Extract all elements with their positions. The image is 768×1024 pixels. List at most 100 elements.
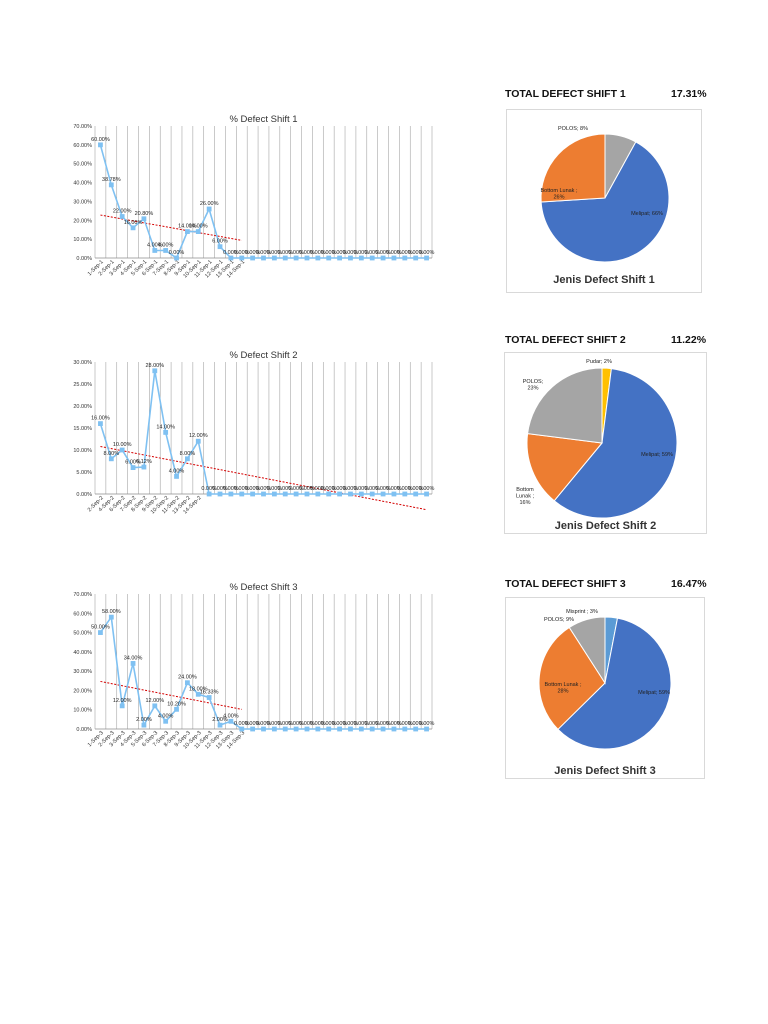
- data-point: [217, 722, 223, 728]
- data-label: 4.00%: [158, 242, 174, 248]
- data-point: [315, 255, 321, 261]
- y-tick-label: 20.00%: [73, 404, 92, 410]
- data-label: 0.00%: [419, 721, 435, 727]
- data-label: 0.00%: [310, 486, 326, 492]
- data-point: [358, 255, 364, 261]
- data-label: 0.00%: [288, 486, 304, 492]
- data-label: 0.00%: [223, 250, 239, 256]
- data-label: 22.00%: [113, 209, 132, 215]
- data-label: 0.00%: [354, 721, 370, 727]
- data-point: [358, 491, 364, 497]
- data-point: [130, 465, 136, 470]
- data-point: [174, 474, 179, 479]
- data-label: 6.00%: [125, 460, 141, 466]
- data-point: [304, 726, 310, 732]
- data-point: [413, 726, 419, 732]
- data-label: 0.00%: [321, 486, 337, 492]
- data-point: [195, 438, 201, 444]
- data-label: 0.00%: [299, 486, 315, 492]
- y-tick-label: 20.00%: [73, 688, 92, 694]
- data-label: 0.00%: [364, 250, 380, 256]
- data-point: [239, 491, 245, 497]
- data-label: 26.00%: [200, 201, 219, 207]
- total-defect-shift-1-label: TOTAL DEFECT SHIFT 1: [505, 88, 626, 100]
- chart-title: % Defect Shift 3: [229, 582, 297, 593]
- data-label: 12.00%: [145, 698, 164, 704]
- data-point: [163, 248, 169, 253]
- data-label: 0.00%: [245, 721, 261, 727]
- pie-label: Bottom Lunak ; 26%: [541, 188, 578, 201]
- data-label: 0.00%: [354, 486, 370, 492]
- data-label: 28.00%: [145, 363, 164, 369]
- data-label: 0.00%: [267, 486, 283, 492]
- data-point: [206, 206, 212, 212]
- data-point: [304, 255, 310, 261]
- pie-chart-shift-2: Pudar; 2% Melipat; 59% Bottom Lunak ; 16% POL…: [504, 352, 707, 534]
- data-label: 0.00%: [321, 721, 337, 727]
- data-point: [369, 255, 375, 261]
- data-point: [119, 214, 125, 219]
- data-point: [424, 255, 429, 261]
- data-point: [152, 703, 158, 709]
- data-label: 0.00%: [419, 250, 435, 256]
- data-label: 0.00%: [310, 250, 326, 256]
- data-label: 24.00%: [178, 675, 197, 681]
- data-point: [206, 695, 212, 700]
- y-tick-label: 10.00%: [73, 448, 92, 454]
- data-label: 0.00%: [364, 486, 380, 492]
- data-point: [217, 491, 223, 497]
- line-chart-shift-2-svg: % Defect Shift 2 0.00% 5.00% 10.00% 15.00% 20…: [73, 350, 434, 515]
- data-label: 14.00%: [156, 424, 175, 430]
- pie-label: Misprint ; 3%: [566, 609, 598, 615]
- data-point: [348, 255, 353, 261]
- pie-slice-bottom-lunak: [526, 433, 603, 502]
- data-point: [261, 491, 266, 497]
- data-point: [152, 248, 158, 253]
- y-tick-label: 10.00%: [73, 237, 92, 243]
- data-label: 0.00%: [375, 721, 391, 727]
- data-point: [369, 491, 375, 497]
- pie-slice-polos: [527, 367, 603, 444]
- pie-slice-melipat: [540, 141, 670, 263]
- data-label: 0.00%: [256, 250, 272, 256]
- data-point: [141, 722, 147, 728]
- pie-slice-bottom-lunak: [538, 626, 606, 731]
- data-point: [271, 491, 277, 497]
- data-label: 50.00%: [91, 625, 110, 631]
- data-point: [293, 255, 299, 261]
- data-point: [239, 255, 245, 261]
- total-defect-shift-3-label: TOTAL DEFECT SHIFT 3: [505, 578, 626, 590]
- y-tick-label: 70.00%: [73, 592, 92, 598]
- chart-title: % Defect Shift 1: [229, 114, 297, 125]
- data-label: 0.00%: [408, 250, 424, 256]
- total-defect-shift-2-value: 11.22%: [671, 334, 707, 346]
- pie-chart-shift-1-svg: POLOS; 8% Melipat; 66% Bottom Lunak ; 26% Je…: [540, 126, 670, 286]
- data-label: 0.00%: [212, 486, 228, 492]
- data-point: [228, 255, 234, 261]
- data-label: 4.00%: [147, 242, 163, 248]
- pie-chart-shift-2-svg: Pudar; 2% Melipat; 59% Bottom Lunak ; 16% POL…: [516, 359, 678, 532]
- chart-title: % Defect Shift 2: [229, 350, 297, 361]
- line-chart-shift-3: % Defect Shift 3 0.00% 10.00% 20.00% 30.00% 4…: [60, 578, 440, 753]
- y-tick-label: 15.00%: [73, 426, 92, 432]
- data-label: 0.00%: [277, 721, 293, 727]
- data-point: [326, 255, 332, 261]
- data-point: [195, 691, 201, 697]
- pie-chart-shift-1: POLOS; 8% Melipat; 66% Bottom Lunak ; 26% Je…: [506, 109, 702, 293]
- data-point: [358, 726, 364, 732]
- data-label: 0.00%: [245, 250, 261, 256]
- data-label: 18.00%: [189, 686, 208, 692]
- data-label: 16.00%: [124, 220, 143, 226]
- data-label: 0.00%: [288, 250, 304, 256]
- data-point: [337, 491, 342, 497]
- data-point: [185, 229, 190, 234]
- data-label: 10.20%: [167, 701, 186, 707]
- line-chart-shift-2: % Defect Shift 2 0.00% 5.00% 10.00% 15.00% 20…: [60, 346, 440, 521]
- data-point: [119, 447, 125, 453]
- data-label: 12.00%: [113, 698, 132, 704]
- pie-label: POLOS; 23%: [523, 379, 544, 392]
- data-point: [195, 229, 201, 234]
- y-tick-label: 10.00%: [73, 708, 92, 714]
- data-point: [141, 464, 147, 470]
- pie-chart-shift-3-svg: Misprint ; 3% Melipat; 59% Bottom Lunak ; 2…: [538, 609, 672, 777]
